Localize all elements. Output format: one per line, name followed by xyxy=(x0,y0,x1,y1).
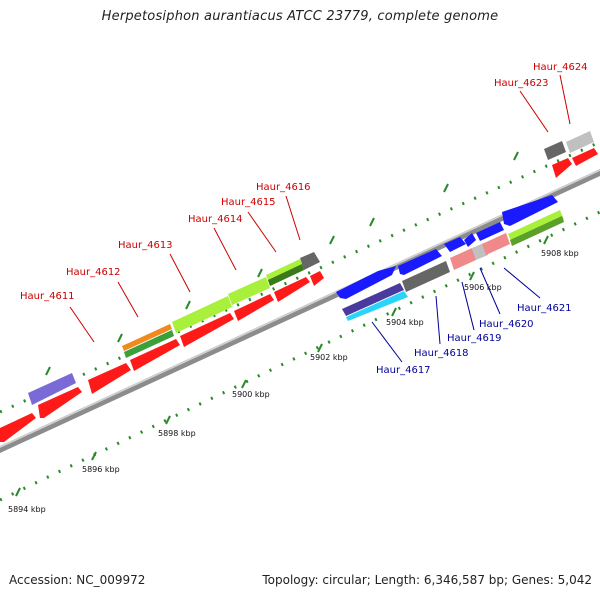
gene-block-gray[interactable] xyxy=(402,261,450,292)
major-ticks xyxy=(15,151,549,497)
gene-block-light-gray[interactable] xyxy=(566,131,594,153)
gene-block-reverse[interactable] xyxy=(502,195,558,226)
major-tick xyxy=(165,415,171,425)
gene-block-green[interactable] xyxy=(510,216,564,246)
gene-block-forward[interactable] xyxy=(234,294,274,321)
gene-label-haur-4623[interactable]: Haur_4623 xyxy=(494,78,549,89)
gene-block-reverse[interactable] xyxy=(336,266,396,299)
gene-label-haur-4611[interactable]: Haur_4611 xyxy=(20,291,75,302)
gene-label-haur-4618[interactable]: Haur_4618 xyxy=(414,348,469,359)
major-tick xyxy=(369,217,375,227)
gene-block-green[interactable] xyxy=(124,330,174,358)
gene-block-forward[interactable] xyxy=(274,277,310,302)
major-tick xyxy=(391,307,397,317)
gene-block-reverse[interactable] xyxy=(464,233,476,247)
gene-block-reverse[interactable] xyxy=(398,249,442,275)
major-tick xyxy=(241,379,247,389)
gene-block-forward[interactable] xyxy=(38,387,82,418)
gene-label-haur-4616[interactable]: Haur_4616 xyxy=(256,182,311,193)
gene-block-light-green[interactable] xyxy=(228,277,270,305)
gene-block-forward[interactable] xyxy=(552,158,572,178)
inner-tick-track xyxy=(0,210,600,502)
gene-label-haur-4617[interactable]: Haur_4617 xyxy=(376,365,431,376)
gene-block-purple[interactable] xyxy=(28,373,76,405)
major-tick xyxy=(91,451,97,461)
map-title: Herpetosiphon aurantiacus ATCC 23779, co… xyxy=(101,9,499,24)
accession-text: Accession: NC_009972 xyxy=(9,573,146,587)
scale-label: 5894 kbp xyxy=(8,505,46,514)
scale-label: 5902 kbp xyxy=(310,353,348,362)
gene-block-reverse[interactable] xyxy=(476,222,504,241)
topology-text: Topology: circular; Length: 6,346,587 bp… xyxy=(262,573,592,587)
gene-block-light-green[interactable] xyxy=(172,296,232,333)
major-tick xyxy=(329,235,335,245)
genome-backbone xyxy=(0,169,600,453)
scale-label: 5904 kbp xyxy=(386,318,424,327)
gene-block-pink[interactable] xyxy=(450,248,476,270)
scale-label: 5896 kbp xyxy=(82,465,120,474)
reverse-leader-lines xyxy=(371,267,541,363)
gene-block-cyan[interactable] xyxy=(346,291,408,321)
gene-block-dark-green[interactable] xyxy=(268,264,304,286)
gene-label-haur-4619[interactable]: Haur_4619 xyxy=(447,333,502,344)
gene-label-haur-4620[interactable]: Haur_4620 xyxy=(479,319,534,330)
scale-label: 5906 kbp xyxy=(464,283,502,292)
scale-label: 5900 kbp xyxy=(232,390,270,399)
scale-label: 5908 kbp xyxy=(541,249,579,258)
major-tick xyxy=(317,343,323,353)
gene-block-pink[interactable] xyxy=(482,233,510,255)
gene-label-haur-4612[interactable]: Haur_4612 xyxy=(66,267,121,278)
gene-block-indigo[interactable] xyxy=(342,283,404,316)
gene-label-haur-4624[interactable]: Haur_4624 xyxy=(533,62,588,73)
gene-block-gray[interactable] xyxy=(300,252,320,270)
forward-leader-lines xyxy=(69,74,571,343)
forward-gene-labels: Haur_4611 Haur_4612 Haur_4613 Haur_4614 … xyxy=(20,62,588,302)
gene-block-forward[interactable] xyxy=(88,363,131,394)
major-tick xyxy=(257,268,263,278)
gene-label-haur-4613[interactable]: Haur_4613 xyxy=(118,240,173,251)
gene-label-haur-4614[interactable]: Haur_4614 xyxy=(188,214,243,225)
gene-label-haur-4615[interactable]: Haur_4615 xyxy=(221,197,276,208)
major-tick xyxy=(443,183,449,193)
gene-block-forward[interactable] xyxy=(0,413,36,442)
major-tick xyxy=(513,151,519,161)
scale-labels: 5894 kbp 5896 kbp 5898 kbp 5900 kbp 5902… xyxy=(8,249,579,514)
gene-block-forward[interactable] xyxy=(572,148,598,166)
scale-label: 5898 kbp xyxy=(158,429,196,438)
gene-block-gray[interactable] xyxy=(544,141,566,160)
gene-block-reverse[interactable] xyxy=(444,237,466,252)
gene-block-orange[interactable] xyxy=(122,324,172,351)
major-tick xyxy=(117,333,123,343)
forward-strand-genes xyxy=(0,131,598,442)
major-tick xyxy=(543,235,549,245)
major-tick xyxy=(15,487,21,497)
major-tick xyxy=(469,271,475,281)
gene-block-forward[interactable] xyxy=(310,271,324,286)
major-tick xyxy=(45,366,51,376)
reverse-strand-genes xyxy=(336,195,564,321)
reverse-gene-labels: Haur_4617 Haur_4618 Haur_4619 Haur_4620 … xyxy=(376,303,572,376)
gene-block-forward[interactable] xyxy=(180,313,234,347)
major-tick xyxy=(185,300,191,310)
gene-label-haur-4621[interactable]: Haur_4621 xyxy=(517,303,572,314)
gene-block-forward[interactable] xyxy=(130,339,180,371)
